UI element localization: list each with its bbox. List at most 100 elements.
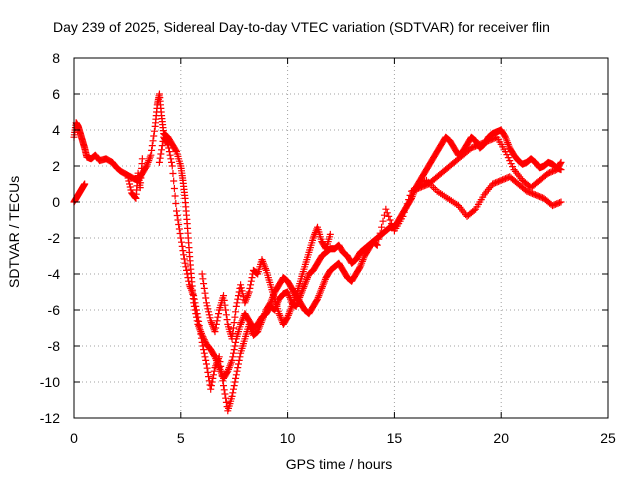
data-point-secondary [185,277,193,285]
data-point-tertiary [228,335,236,343]
data-point-secondary [375,235,383,243]
data-point-secondary [218,372,226,380]
data-point-secondary [509,163,517,171]
data-point-secondary [215,353,223,361]
data-point-secondary [195,322,203,330]
grid [74,58,608,418]
data-point-secondary [220,386,228,394]
data-point-tertiary [204,305,212,313]
data-point-secondary [156,154,164,162]
y-tick-label: -10 [40,374,60,390]
data-point-secondary [236,353,244,361]
y-tick-label: -12 [40,410,60,426]
data-point-secondary [202,360,210,368]
data-point-secondary [192,302,200,310]
data-point-tertiary [230,319,238,327]
data-point-secondary [191,299,199,307]
data-point-secondary [177,234,185,242]
data-point-tertiary [222,306,230,314]
data-point-secondary [402,204,410,212]
data-point-secondary [179,247,187,255]
data-point-main [148,142,156,150]
y-axis-label: SDTVAR / TECUs [6,175,22,288]
data-point-tertiary [203,302,211,310]
data-point-main [172,146,180,154]
y-tick-label: 6 [52,86,60,102]
data-point-main [230,346,238,354]
data-point-secondary [184,274,192,282]
data-point-tertiary [470,206,478,214]
data-point-tertiary [326,230,334,238]
data-point-secondary [172,200,180,207]
data-point-tertiary [206,314,214,322]
data-point-secondary [192,306,200,314]
data-point-secondary [158,146,166,154]
x-tick-label: 15 [387,430,403,446]
data-point-tertiary [248,274,256,282]
data-point-secondary [557,158,565,166]
data-point-secondary [203,364,211,372]
data-point-secondary [158,142,166,150]
data-point-secondary [201,353,209,361]
data-point-tertiary [231,313,239,321]
data-point-secondary [403,200,411,208]
data-point-secondary [232,374,240,382]
y-tick-label: 0 [52,194,60,210]
data-point-secondary [507,160,515,168]
data-point-secondary [217,362,225,370]
data-point-secondary [406,191,414,199]
data-point-secondary [556,160,564,168]
data-point-tertiary [223,316,231,324]
data-point-secondary [168,162,176,170]
x-axis-label: GPS time / hours [285,456,393,472]
data-point-tertiary [213,317,221,325]
data-point-secondary [207,385,215,393]
data-point-tertiary [247,281,255,289]
data-point-main [150,132,158,140]
y-tick-label: -4 [48,266,61,282]
data-point-tertiary [234,292,242,300]
data-point-secondary [175,225,183,233]
data-point-secondary [171,192,179,200]
data-point-secondary [373,241,381,249]
data-point-secondary [229,389,237,397]
data-point-tertiary [232,302,240,310]
data-point-secondary [385,212,393,220]
data-point-tertiary [233,299,241,307]
data-point-secondary [222,398,230,406]
data-point-main [223,368,231,376]
data-point-tertiary [321,244,329,252]
data-point-secondary [386,216,394,224]
data-point-secondary [182,266,190,274]
data-point-secondary [207,382,215,390]
data-point-secondary [405,196,413,204]
data-point-secondary [210,367,218,375]
data-point-secondary [178,238,186,246]
data-point-secondary [379,217,387,225]
data-point-tertiary [211,328,219,336]
data-point-tertiary [202,299,210,307]
y-tick-label: -2 [48,230,61,246]
data-point-tertiary [237,281,245,289]
y-tick-label: 4 [52,122,60,138]
data-point-secondary [124,174,132,182]
data-point-tertiary [202,294,210,302]
data-point-secondary [400,208,408,216]
data-point-secondary [202,356,210,364]
data-point-secondary [197,334,205,342]
data-point-tertiary [200,280,208,288]
data-point-tertiary [237,284,245,292]
data-point-secondary [182,263,190,271]
data-point-tertiary [205,311,213,319]
x-tick-label: 10 [280,430,296,446]
data-point-secondary [356,264,364,272]
data-point-secondary [208,378,216,386]
data-point-secondary [180,251,188,259]
data-point-secondary [173,212,181,219]
data-point-secondary [399,212,407,220]
data-point-secondary [196,326,204,334]
data-point-main [231,342,239,350]
data-point-secondary [164,140,172,148]
data-point-secondary [157,150,165,158]
